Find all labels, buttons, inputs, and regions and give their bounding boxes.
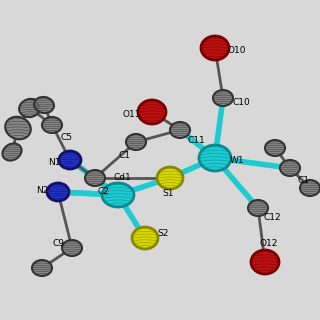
- Text: C10: C10: [232, 98, 250, 107]
- Ellipse shape: [201, 36, 229, 60]
- Text: O11: O11: [123, 109, 141, 118]
- Text: O12: O12: [260, 239, 278, 249]
- Text: C2: C2: [97, 188, 109, 196]
- Text: C11: C11: [187, 135, 205, 145]
- Ellipse shape: [138, 100, 166, 124]
- Ellipse shape: [132, 227, 158, 249]
- Ellipse shape: [251, 250, 279, 274]
- Ellipse shape: [42, 117, 62, 133]
- Ellipse shape: [280, 160, 300, 176]
- Ellipse shape: [19, 99, 41, 117]
- Ellipse shape: [5, 117, 31, 139]
- Text: S2: S2: [157, 228, 169, 237]
- Text: C1: C1: [118, 150, 130, 159]
- Ellipse shape: [59, 151, 81, 169]
- Text: C1: C1: [298, 175, 310, 185]
- Ellipse shape: [265, 140, 285, 156]
- Text: Cd1: Cd1: [113, 172, 131, 181]
- Text: C9: C9: [52, 239, 64, 249]
- Ellipse shape: [126, 134, 146, 150]
- Ellipse shape: [102, 183, 134, 207]
- Text: O10: O10: [228, 45, 246, 54]
- Ellipse shape: [3, 143, 21, 161]
- Ellipse shape: [47, 183, 69, 201]
- Ellipse shape: [199, 145, 231, 171]
- Text: N1: N1: [48, 157, 60, 166]
- Ellipse shape: [62, 240, 82, 256]
- Text: S1: S1: [162, 189, 174, 198]
- Ellipse shape: [213, 90, 233, 106]
- Text: N2: N2: [36, 186, 48, 195]
- Ellipse shape: [32, 260, 52, 276]
- Ellipse shape: [34, 97, 54, 113]
- Text: C5: C5: [60, 132, 72, 141]
- Text: C12: C12: [263, 213, 281, 222]
- Ellipse shape: [300, 180, 320, 196]
- Ellipse shape: [170, 122, 190, 138]
- Text: W1: W1: [230, 156, 244, 164]
- Ellipse shape: [85, 170, 105, 186]
- Ellipse shape: [157, 167, 183, 189]
- Ellipse shape: [248, 200, 268, 216]
